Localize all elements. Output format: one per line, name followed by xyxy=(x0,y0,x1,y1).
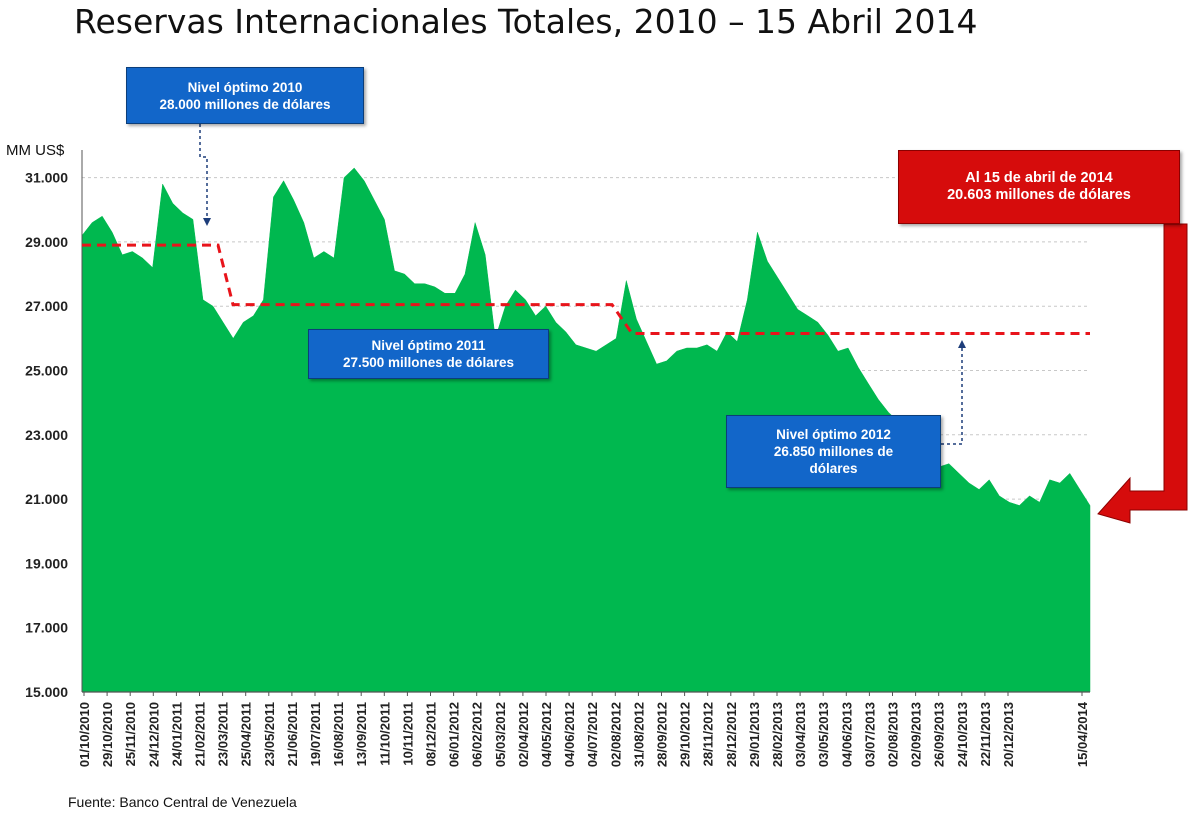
x-tick-label: 03/04/2013 xyxy=(793,702,808,767)
x-tick-label: 31/08/2012 xyxy=(631,702,646,767)
x-tick-label: 11/10/2011 xyxy=(377,702,392,766)
x-tick-label: 06/02/2012 xyxy=(470,702,485,767)
y-tick-label: 15.000 xyxy=(25,684,68,700)
annotation-optimo-2011-line2: 27.500 millones de dólares xyxy=(342,355,515,370)
x-tick-label: 15/04/2014 xyxy=(1075,701,1090,767)
x-tick-label: 16/08/2011 xyxy=(331,702,346,766)
y-tick-label: 25.000 xyxy=(25,363,68,379)
annotation-optimo-2011: Nivel óptimo 2011 27.500 millones de dól… xyxy=(308,329,549,379)
connector-2012 xyxy=(941,348,963,445)
x-tick-label: 20/12/2013 xyxy=(1001,702,1016,767)
y-tick-label: 29.000 xyxy=(25,234,68,250)
y-tick-label: 17.000 xyxy=(25,620,68,636)
x-tick-label: 02/09/2013 xyxy=(909,702,924,767)
x-tick-label: 26/09/2013 xyxy=(932,702,947,767)
x-tick-label: 02/08/2013 xyxy=(886,702,901,767)
y-axis-unit-label: MM US$ xyxy=(6,142,65,159)
optimal-level-threshold-line xyxy=(82,243,1090,335)
x-tick-label: 04/07/2012 xyxy=(585,702,600,767)
annotation-optimo-2012: Nivel óptimo 2012 26.850 millones de dól… xyxy=(726,415,941,488)
annotation-optimo-2012-line1: Nivel óptimo 2012 xyxy=(776,427,891,442)
x-tick-label: 25/11/2010 xyxy=(123,702,138,766)
x-tick-label: 23/03/2011 xyxy=(216,702,231,766)
x-tick-label: 01/10/2010 xyxy=(77,702,92,767)
arrowhead-2010 xyxy=(203,218,211,226)
annotation-optimo-2010: Nivel óptimo 2010 28.000 millones de dól… xyxy=(126,67,364,124)
chart-title: Reservas Internacionales Totales, 2010 –… xyxy=(74,2,978,41)
x-tick-label: 25/04/2011 xyxy=(239,702,254,766)
annotation-optimo-2011-line1: Nivel óptimo 2011 xyxy=(371,338,486,353)
annotation-abril-2014-line1: Al 15 de abril de 2014 xyxy=(965,170,1113,186)
x-tick-label: 13/09/2011 xyxy=(354,702,369,766)
y-tick-label: 27.000 xyxy=(25,298,68,314)
annotation-optimo-2010-line2: 28.000 millones de dólares xyxy=(159,96,331,112)
x-tick-label: 28/02/2013 xyxy=(770,702,785,767)
x-tick-label: 28/11/2012 xyxy=(701,702,716,766)
x-tick-label: 24/01/2011 xyxy=(169,702,184,766)
x-tick-label: 29/10/2010 xyxy=(100,702,115,767)
annotation-optimo-2012-line3: dólares xyxy=(809,461,858,476)
source-note: Fuente: Banco Central de Venezuela xyxy=(68,794,297,810)
annotation-abril-2014-line2: 20.603 millones de dólares xyxy=(947,187,1131,203)
x-tick-label: 05/03/2012 xyxy=(493,702,508,767)
x-tick-label: 29/01/2013 xyxy=(747,702,762,767)
x-tick-label: 10/11/2011 xyxy=(400,702,415,766)
x-tick-label: 21/06/2011 xyxy=(285,702,300,766)
y-tick-label: 21.000 xyxy=(25,491,68,507)
arrowhead-2012 xyxy=(958,340,966,348)
x-tick-label: 02/08/2012 xyxy=(608,702,623,767)
x-tick-label: 04/06/2012 xyxy=(562,702,577,767)
x-tick-label: 22/11/2013 xyxy=(978,702,993,766)
x-tick-label: 08/12/2011 xyxy=(424,702,439,766)
x-tick-label: 04/06/2013 xyxy=(839,702,854,767)
x-tick-label: 04/05/2012 xyxy=(539,702,554,767)
y-tick-label: 31.000 xyxy=(25,170,68,186)
x-tick-label: 03/07/2013 xyxy=(862,702,877,767)
x-tick-label: 19/07/2011 xyxy=(308,702,323,766)
y-tick-label: 19.000 xyxy=(25,555,68,571)
connector-2010 xyxy=(199,124,208,218)
x-tick-label: 24/10/2013 xyxy=(955,702,970,767)
pointer-arrow-2014 xyxy=(1097,223,1188,524)
x-tick-label: 23/05/2011 xyxy=(262,702,277,766)
x-tick-label: 24/12/2010 xyxy=(146,702,161,767)
annotation-optimo-2010-line1: Nivel óptimo 2010 xyxy=(187,79,303,95)
x-tick-label: 03/05/2013 xyxy=(816,702,831,767)
x-tick-label: 28/09/2012 xyxy=(655,702,670,767)
annotation-optimo-2012-line2: 26.850 millones de xyxy=(773,444,894,459)
y-tick-label: 23.000 xyxy=(25,427,68,443)
x-tick-label: 06/01/2012 xyxy=(447,702,462,767)
x-tick-label: 29/10/2012 xyxy=(678,702,693,767)
x-tick-label: 28/12/2012 xyxy=(724,702,739,767)
x-tick-label: 02/04/2012 xyxy=(516,702,531,767)
x-tick-label: 21/02/2011 xyxy=(193,702,208,766)
annotation-abril-2014: Al 15 de abril de 2014 20.603 millones d… xyxy=(898,150,1180,224)
